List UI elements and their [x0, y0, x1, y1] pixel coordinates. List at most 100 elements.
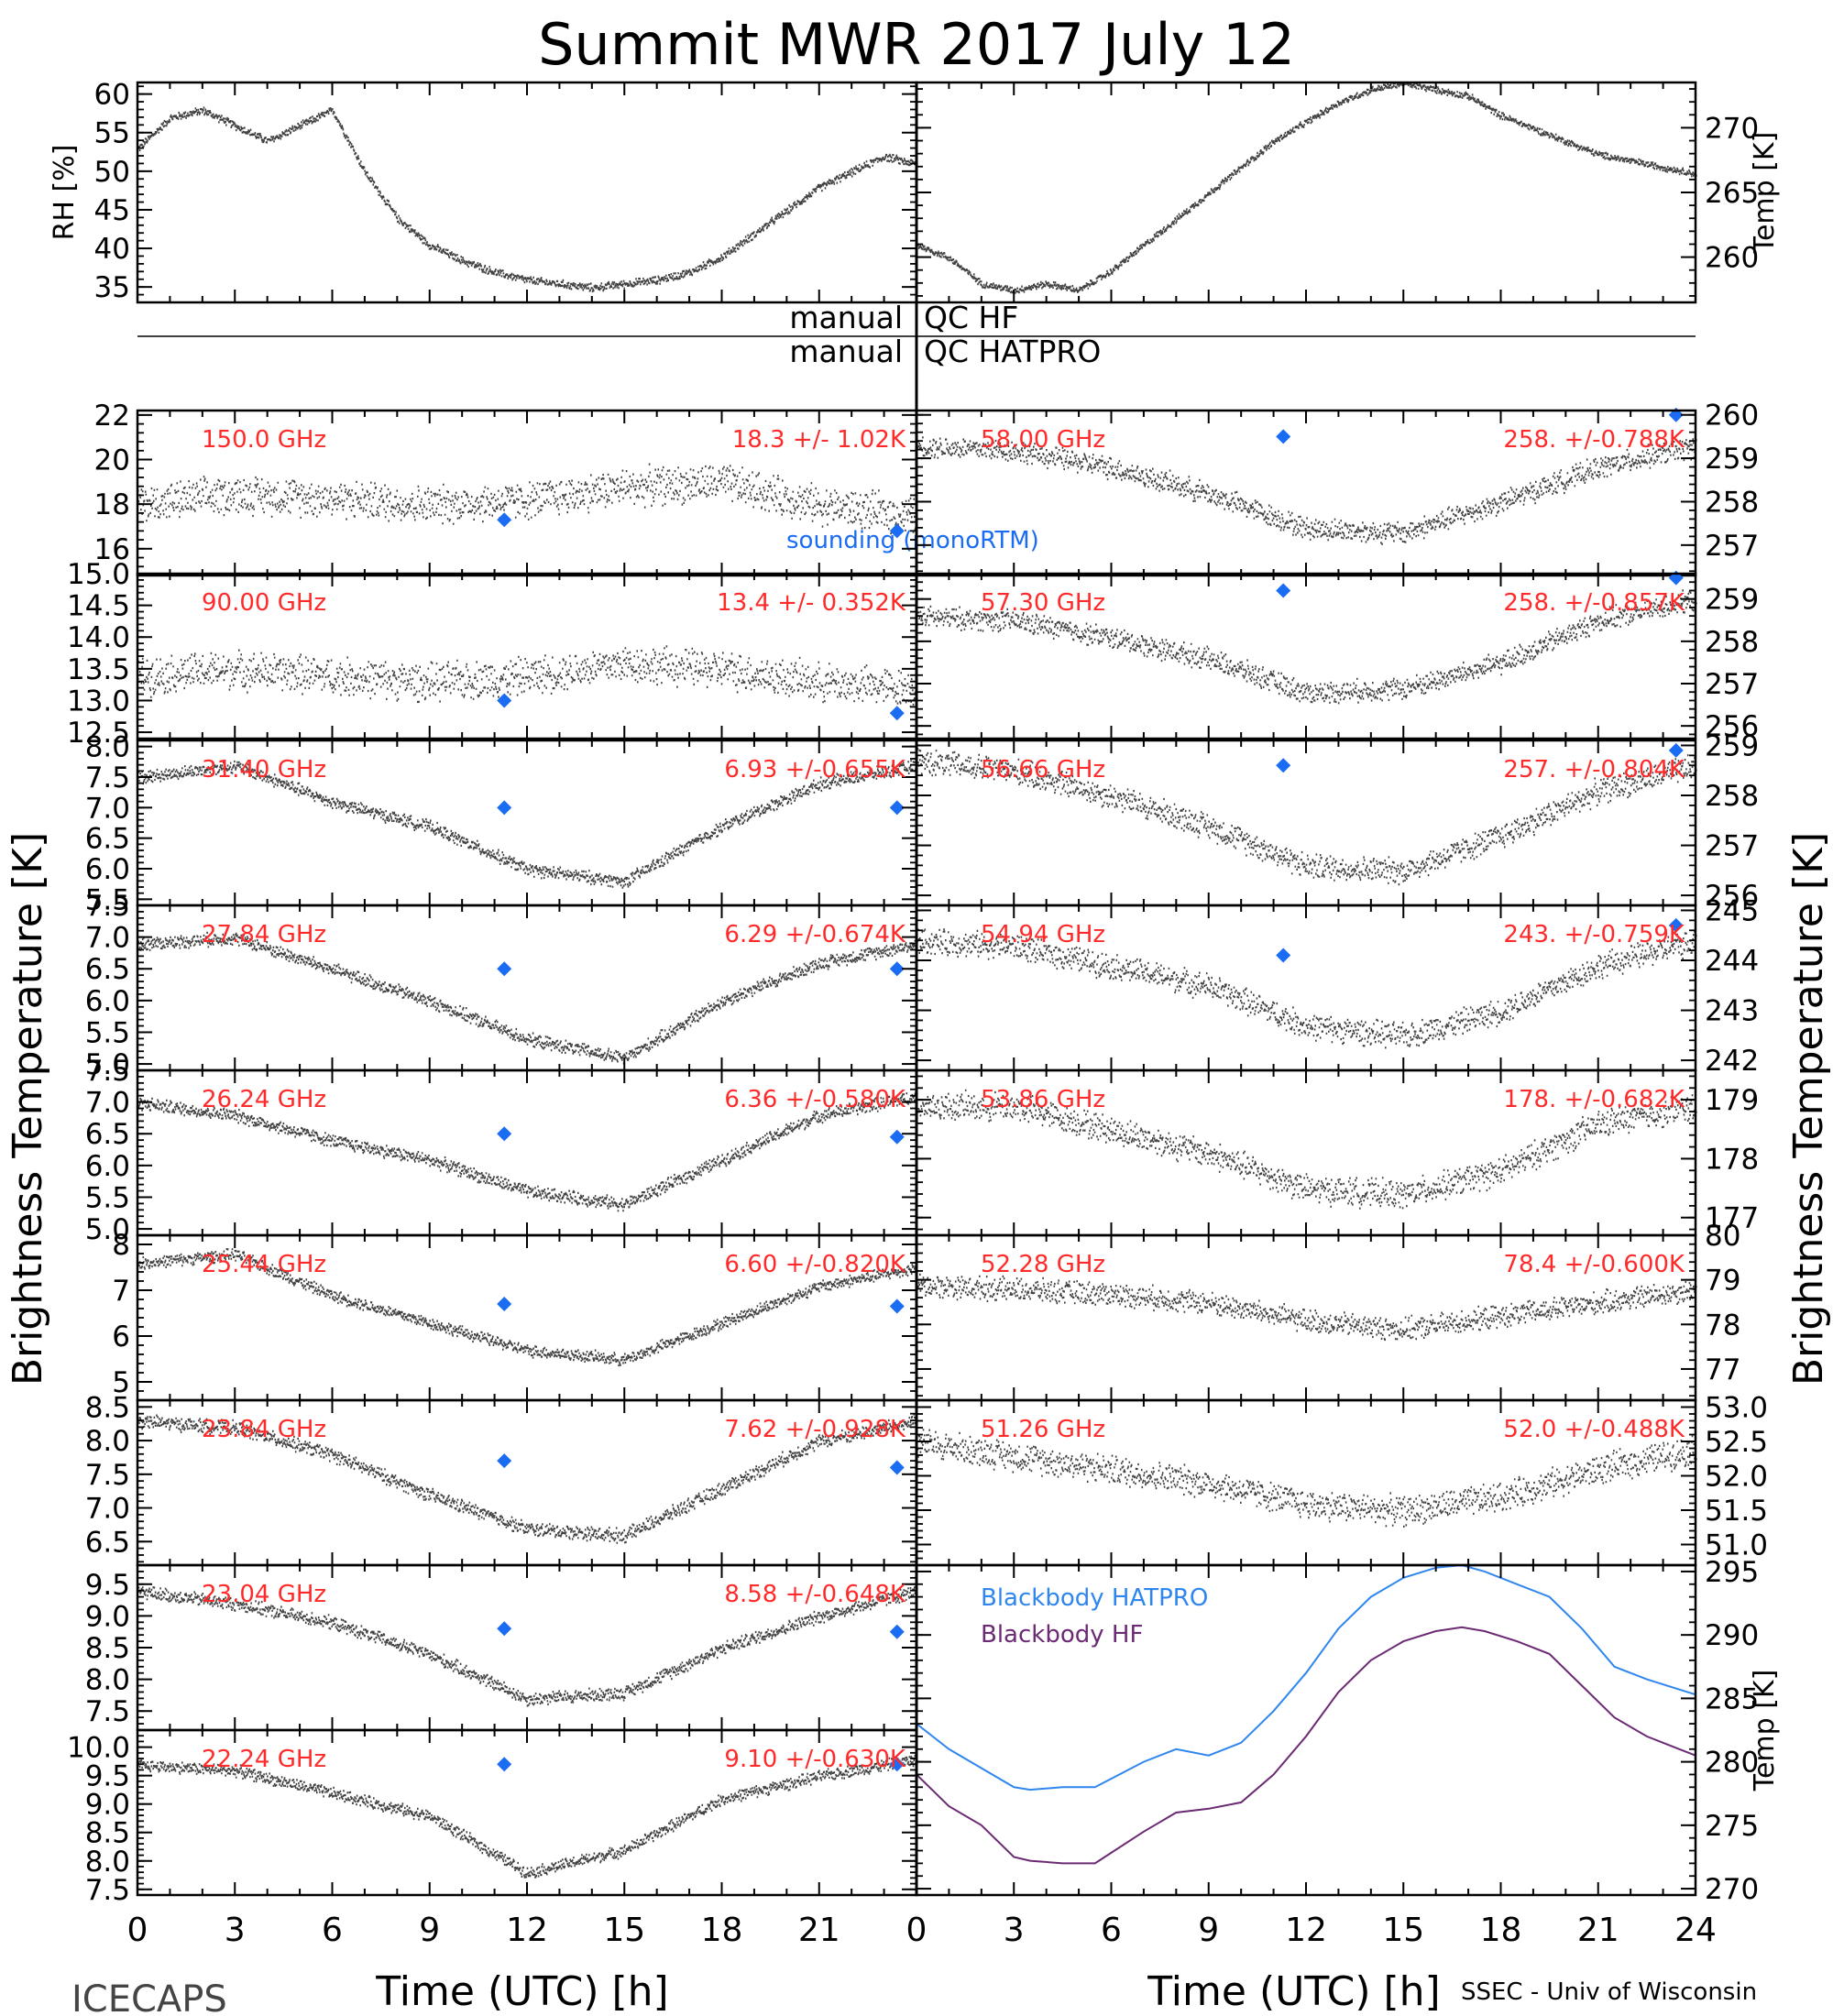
- y-tick-label: 9.5: [85, 1760, 130, 1793]
- y-tick-label: 259: [1705, 729, 1759, 762]
- data-series-ch-5386: [916, 1089, 1697, 1210]
- y-tick-label: 260: [1705, 400, 1759, 433]
- panel-frame: [915, 81, 1697, 304]
- y-tick-label: 6.5: [85, 953, 130, 986]
- y-tick-label: 22: [94, 400, 130, 433]
- y-tick-label: 8: [112, 1229, 130, 1262]
- x-axis-label-right: Time (UTC) [h]: [1147, 1968, 1440, 2015]
- y-tick-label: 179: [1705, 1084, 1759, 1117]
- y-tick-label: 280: [1705, 1747, 1759, 1780]
- left-side-label: Brightness Temperature [K]: [5, 832, 51, 1386]
- y-tick-label: 7.0: [85, 792, 130, 825]
- y-tick-label: 244: [1705, 945, 1759, 978]
- y-tick-label: 5.0: [85, 1048, 130, 1081]
- y-tick-label: 8.0: [85, 1664, 130, 1697]
- x-tick-label-right: 9: [1198, 1912, 1219, 1949]
- x-tick-label-right: 3: [1004, 1912, 1025, 1949]
- channel-stats: 258. +/-0.788K: [1503, 426, 1685, 454]
- y-tick-label: 50: [94, 156, 130, 189]
- footer-icecaps: ICECAPS: [71, 1978, 227, 2016]
- channel-stats: 18.3 +/- 1.02K: [732, 426, 906, 454]
- x-tick-label-left: 12: [506, 1912, 548, 1949]
- sounding-marker: [889, 706, 905, 721]
- channel-label: 58.00 GHz: [981, 426, 1105, 454]
- sounding-marker: [889, 1757, 905, 1772]
- sounding-marker: [1276, 948, 1291, 963]
- y-tick-label: 52.0: [1705, 1461, 1768, 1494]
- data-series-ch-5228: [916, 1273, 1697, 1342]
- panel-ch-5800: 257 258 259 260 58.00 GHz 258. +/-0.788K: [915, 400, 1759, 577]
- y-tick-label: 9.5: [85, 1569, 130, 1602]
- data-series-ch-2544: [137, 1248, 918, 1367]
- panel-frame: [136, 81, 918, 304]
- panel-ch-2544: 5 6 7 8 25.44 GHz 6.60 +/-0.820K: [112, 1229, 918, 1402]
- y-tick-label: 45: [94, 194, 130, 227]
- panel-ch-5666: 256 257 258 259 56.66 GHz 257. +/-0.804K: [915, 729, 1759, 913]
- panel-blackbody: 270 275 280 285 290 295 Temp [K]: [915, 1556, 1781, 1906]
- panel-ch-5126: 51.051.552.052.553.0 51.26 GHz 52.0 +/-0.4…: [915, 1392, 1768, 1567]
- y-tick-label: 5.0: [85, 1213, 130, 1246]
- panel-ch-2304: 7.58.08.59.09.5 23.04 GHz 8.58 +/-0.648K: [85, 1563, 918, 1732]
- y-tick-label: 9.0: [85, 1789, 130, 1822]
- x-tick-label-right: 0: [906, 1912, 927, 1949]
- channel-stats: 6.36 +/-0.580K: [724, 1086, 906, 1113]
- x-tick-label-left: 21: [798, 1912, 840, 1949]
- y-tick-label: 78: [1705, 1309, 1740, 1342]
- y-tick-label: 7.5: [85, 761, 130, 794]
- channel-stats: 8.58 +/-0.648K: [724, 1581, 906, 1608]
- x-axis-label-left: Time (UTC) [h]: [375, 1968, 668, 2015]
- right-side-label: Brightness Temperature [K]: [1785, 832, 1832, 1386]
- y-tick-label: 257: [1705, 830, 1759, 863]
- panel-ch-2224: 7.58.08.59.09.510.0 22.24 GHz 9.10 +/-0.63…: [67, 1728, 918, 1907]
- y-tick-label: 9.0: [85, 1600, 130, 1633]
- sounding-marker: [889, 1298, 905, 1314]
- y-tick-label: 258: [1705, 780, 1759, 813]
- panel-ch-2624: 5.05.56.06.57.07.5 26.24 GHz 6.36 +/-0.580…: [85, 1055, 918, 1246]
- y-tick-label: 265: [1705, 177, 1759, 210]
- y-tick-label: 177: [1705, 1202, 1759, 1235]
- y-tick-label: 256: [1705, 880, 1759, 913]
- channel-label: 54.94 GHz: [981, 921, 1105, 948]
- sounding-marker: [497, 961, 512, 977]
- channel-stats: 6.93 +/-0.655K: [724, 756, 906, 783]
- channel-label: 52.28 GHz: [981, 1251, 1105, 1278]
- data-series-ch-5126: [916, 1429, 1697, 1528]
- data-series-ch-5666: [916, 748, 1697, 886]
- y-tick-label: 260: [1705, 242, 1759, 275]
- y-tick-label: 79: [1705, 1265, 1740, 1298]
- y-tick-label: 8.0: [85, 731, 130, 764]
- sounding-marker: [497, 1126, 512, 1142]
- panel-ch-5494: 242 243 244 245 54.94 GHz 243. +/-0.759K: [915, 894, 1759, 1078]
- y-tick-label: 40: [94, 233, 130, 266]
- y-axis-label: Temp [K]: [1749, 132, 1781, 255]
- sounding-marker: [497, 800, 512, 816]
- channel-stats: 178. +/-0.682K: [1503, 1086, 1685, 1113]
- data-series-ch-5730: [916, 588, 1697, 705]
- sounding-marker: [1668, 742, 1684, 758]
- x-tick-label-left: 6: [322, 1912, 343, 1949]
- sounding-marker: [1276, 429, 1291, 444]
- sounding-marker: [1276, 758, 1291, 773]
- y-axis-label: RH [%]: [49, 145, 81, 241]
- y-tick-label: 7.0: [85, 1493, 130, 1526]
- panel-ch-2384: 6.57.07.58.08.5 23.84 GHz 7.62 +/-0.928K: [85, 1391, 918, 1567]
- data-series-ch-150: [137, 463, 918, 535]
- y-tick-label: 8.5: [85, 1817, 130, 1850]
- y-tick-label: 8.0: [85, 1425, 130, 1458]
- y-tick-label: 8.5: [85, 1632, 130, 1665]
- sounding-marker: [889, 800, 905, 816]
- y-tick-label: 5.5: [85, 883, 130, 916]
- y-tick-label: 5: [112, 1366, 130, 1399]
- y-tick-label: 35: [94, 271, 130, 304]
- data-series-met-rh: [137, 106, 918, 293]
- y-tick-label: 7.0: [85, 922, 130, 955]
- y-tick-label: 6: [112, 1320, 130, 1353]
- y-tick-label: 80: [1705, 1220, 1740, 1253]
- qc-hatpro-left: manual: [789, 334, 903, 369]
- y-tick-label: 13.5: [67, 653, 130, 686]
- panel-frame: [915, 1563, 1697, 1897]
- channel-label: 53.86 GHz: [981, 1086, 1105, 1113]
- y-tick-label: 7.5: [85, 890, 130, 923]
- sounding-marker: [889, 1624, 905, 1639]
- panel-ch-90: 12.513.013.514.014.515.0 90.00 GHz 13.4 +/…: [67, 558, 918, 750]
